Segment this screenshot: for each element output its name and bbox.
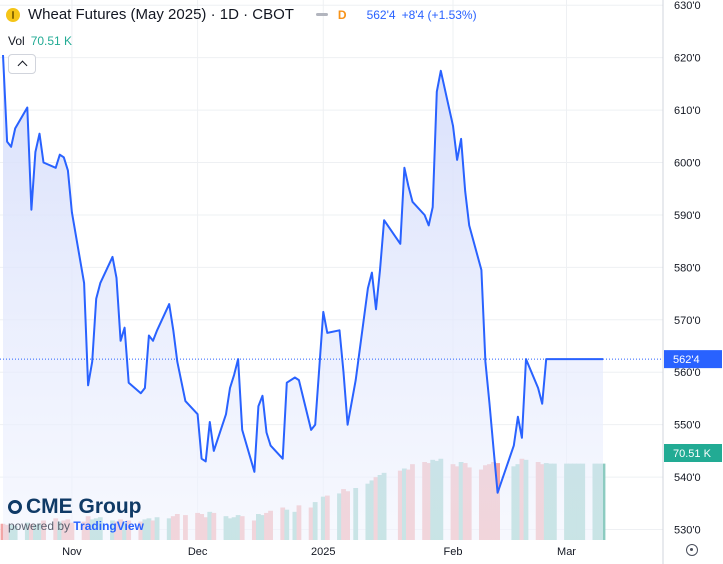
- price-axis[interactable]: 530'0 540'0 550'0 560'0 570'0 580'0 590'0 600'0…: [662, 0, 701, 564]
- last-price-tag: [664, 350, 722, 369]
- eye-icon[interactable]: [315, 13, 328, 16]
- brand-name: CME Group: [26, 495, 142, 518]
- chevron-up-icon: [17, 60, 27, 71]
- x-tick-label: Feb: [444, 546, 463, 558]
- axis-tags: 562'4 70.51 K: [664, 350, 722, 462]
- volume-label: Vol: [8, 34, 25, 48]
- volume-value: 70.51 K: [30, 34, 73, 48]
- y-tick-label: 530'0: [674, 525, 701, 537]
- y-tick-label: 560'0: [674, 367, 701, 379]
- collapse-legend-button[interactable]: [8, 54, 36, 74]
- last-price-tag-label: 562'4: [673, 354, 700, 366]
- y-tick-label: 570'0: [674, 315, 701, 327]
- y-tick-label: 620'0: [674, 53, 701, 65]
- y-tick-label: 590'0: [674, 210, 701, 222]
- x-tick-label: Mar: [557, 546, 576, 558]
- powered-by-text: powered by: [8, 519, 71, 533]
- y-tick-label: 540'0: [674, 472, 701, 484]
- wheat-symbol-icon[interactable]: [6, 7, 20, 22]
- price-change: +8'4 (+1.53%): [401, 7, 477, 22]
- powered-by[interactable]: powered by TradingView: [8, 519, 144, 533]
- x-tick-label: 2025: [311, 546, 335, 558]
- y-tick-label: 580'0: [674, 262, 701, 274]
- y-tick-label: 600'0: [674, 158, 701, 170]
- y-tick-label: 610'0: [674, 105, 701, 117]
- interval-badge: D: [337, 7, 347, 22]
- volume-tag: [664, 444, 722, 462]
- gear-icon[interactable]: [686, 544, 698, 556]
- symbol-title[interactable]: Wheat Futures (May 2025) · 1D · CBOT: [28, 6, 294, 23]
- tradingview-logo: TradingView: [73, 519, 144, 533]
- x-tick-label: Dec: [188, 546, 208, 558]
- y-tick-label: 630'0: [674, 0, 701, 12]
- time-axis[interactable]: Nov Dec 2025 Feb Mar: [62, 546, 576, 558]
- y-tick-label: 550'0: [674, 420, 701, 432]
- last-price: 562'4: [366, 7, 396, 22]
- x-tick-label: Nov: [62, 546, 82, 558]
- volume-legend: Vol 70.51 K: [8, 34, 72, 48]
- cme-logo[interactable]: CME Group: [8, 495, 142, 519]
- price-area-fill: [3, 55, 603, 540]
- chart-legend: Wheat Futures (May 2025) · 1D · CBOT D 5…: [6, 6, 477, 23]
- price-line: [2, 54, 603, 494]
- volume-tag-label: 70.51 K: [673, 448, 712, 460]
- cme-globe-icon: [8, 500, 22, 514]
